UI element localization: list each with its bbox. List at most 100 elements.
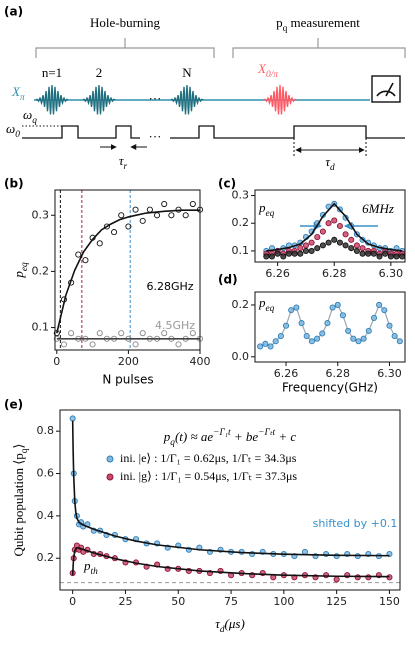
point bbox=[381, 307, 388, 314]
hline-label: pth bbox=[83, 558, 98, 577]
panel-a: (a) Hole-burning pq measurement Xπ n=1 2… bbox=[4, 5, 406, 173]
point bbox=[274, 250, 281, 257]
text-part: p bbox=[258, 295, 266, 310]
point bbox=[365, 250, 372, 257]
point bbox=[319, 330, 326, 337]
interval-label: τd bbox=[325, 154, 335, 173]
text-part: d bbox=[330, 163, 335, 173]
point bbox=[333, 576, 340, 583]
legend-marker bbox=[106, 473, 114, 481]
point bbox=[345, 327, 352, 334]
point bbox=[82, 257, 89, 264]
point bbox=[354, 574, 361, 581]
y-tick-label: 0.3 bbox=[232, 189, 250, 202]
x-tick-label: 0 bbox=[69, 595, 76, 608]
point bbox=[350, 335, 357, 342]
pulse-name: Xπ bbox=[11, 84, 25, 103]
text-part: p bbox=[276, 15, 283, 30]
point bbox=[291, 250, 298, 257]
bracket bbox=[232, 38, 406, 58]
point bbox=[103, 223, 110, 230]
point bbox=[68, 330, 75, 337]
text-part: p bbox=[163, 429, 171, 444]
y-tick-label: 0.2 bbox=[32, 264, 50, 277]
point bbox=[161, 330, 168, 337]
fit-line bbox=[56, 209, 200, 334]
text-part: p bbox=[83, 558, 91, 573]
y-tick-label: 0.2 bbox=[232, 298, 250, 311]
y-tick-label: 0.3 bbox=[32, 208, 50, 221]
point bbox=[355, 338, 362, 345]
y-tick-label: 0.4 bbox=[37, 509, 55, 522]
text-part: τ bbox=[215, 616, 221, 631]
bracket bbox=[35, 38, 215, 58]
point bbox=[370, 314, 378, 321]
point bbox=[263, 253, 270, 260]
text-part: th bbox=[91, 567, 99, 577]
pulse-label: 2 bbox=[96, 65, 103, 80]
pulse-label: N bbox=[182, 65, 192, 80]
text-part: eq bbox=[266, 304, 275, 314]
text-part: X bbox=[257, 61, 267, 76]
pulse-label: n=1 bbox=[42, 65, 62, 80]
axes-frame bbox=[54, 189, 201, 351]
ellipsis: ··· bbox=[149, 91, 162, 106]
fit-line bbox=[71, 420, 390, 557]
text-part: + c bbox=[275, 429, 296, 444]
point bbox=[118, 330, 125, 337]
point bbox=[161, 200, 168, 208]
y-tick-label: 0.2 bbox=[232, 216, 250, 229]
text-part: (t) ≈ ae bbox=[175, 429, 213, 444]
y-tick-label: 0.8 bbox=[37, 424, 55, 437]
y-axis-label: Qubit population ⟨pq⟩ bbox=[11, 443, 30, 556]
pulse bbox=[170, 84, 204, 115]
text-part: p bbox=[258, 200, 266, 215]
point bbox=[182, 212, 189, 219]
point bbox=[319, 242, 326, 249]
panel-label: (b) bbox=[4, 177, 24, 191]
point bbox=[96, 330, 103, 337]
point bbox=[319, 228, 326, 235]
axes-frame bbox=[254, 291, 406, 363]
point bbox=[89, 341, 96, 348]
point bbox=[348, 245, 355, 252]
text-part: r bbox=[124, 162, 128, 172]
point bbox=[342, 231, 349, 238]
point bbox=[267, 343, 274, 350]
text-part: ⟩ bbox=[11, 443, 26, 448]
point bbox=[353, 247, 360, 254]
x-axis-label: τd(μs) bbox=[215, 616, 245, 635]
text-part: q bbox=[283, 24, 288, 34]
point bbox=[324, 320, 331, 327]
point bbox=[118, 212, 125, 219]
text-part: measurement bbox=[287, 15, 360, 30]
point bbox=[382, 250, 389, 257]
point bbox=[153, 212, 161, 219]
interval-label: τr bbox=[119, 153, 128, 172]
y-axis-label: peq bbox=[11, 262, 30, 279]
point bbox=[370, 250, 377, 257]
connect-line bbox=[259, 303, 401, 348]
point bbox=[365, 327, 372, 334]
point bbox=[323, 572, 330, 579]
point bbox=[139, 330, 146, 337]
pulses bbox=[35, 84, 297, 115]
y-tick-label: 0.2 bbox=[37, 551, 55, 564]
text-part: (μs) bbox=[225, 616, 245, 631]
text-part: eq bbox=[266, 209, 275, 219]
x-tick-label: 6.30 bbox=[379, 267, 404, 280]
legend-label: ini. |e⟩ : 1/Γ₁ = 0.62μs, 1/Γₜ = 34.3μs bbox=[120, 451, 297, 465]
y-tick-label: 0.1 bbox=[232, 244, 250, 257]
legend-marker bbox=[106, 455, 114, 463]
x-tick-label: 6.28 bbox=[326, 367, 351, 380]
point bbox=[96, 240, 103, 247]
text-part: −Γₜt bbox=[258, 428, 275, 438]
point bbox=[189, 200, 196, 208]
y-tick-label: 0.1 bbox=[32, 321, 50, 334]
point bbox=[391, 333, 398, 340]
point bbox=[359, 245, 366, 252]
fit-line bbox=[266, 202, 403, 252]
point bbox=[280, 253, 287, 260]
text-part: τ bbox=[325, 154, 331, 169]
